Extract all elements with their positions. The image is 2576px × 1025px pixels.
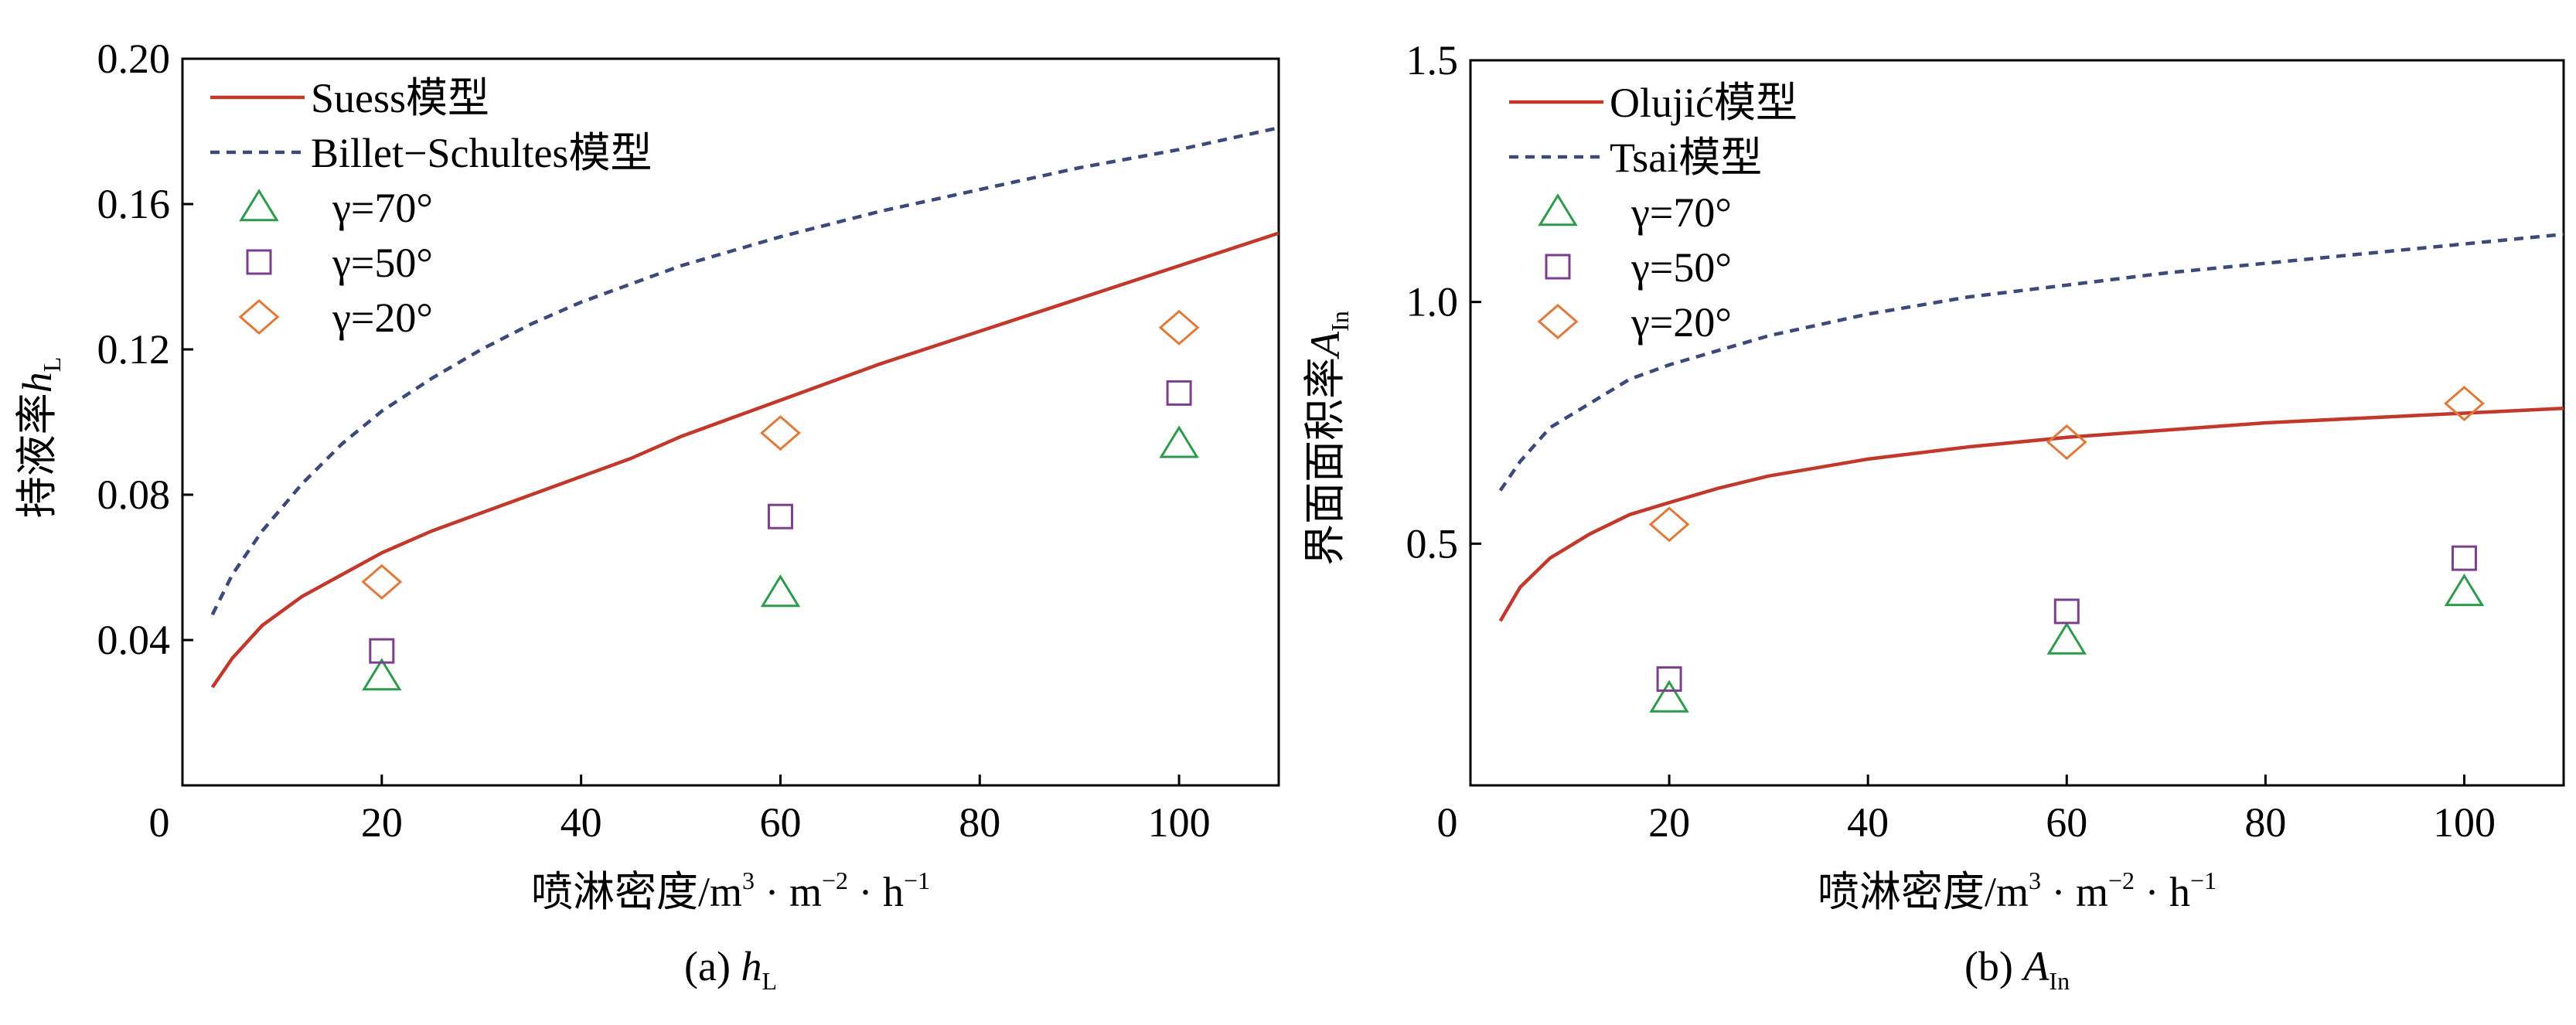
x-axis-label: 喷淋密度/m3 · m−2 · h−1 — [1818, 867, 2217, 915]
legend-marker-diamond — [1537, 304, 1579, 339]
legend-label: Suess模型 — [311, 75, 489, 121]
plot-frame — [181, 57, 1280, 787]
legend-label: γ=20° — [1630, 299, 1732, 346]
series-line-1 — [1498, 232, 2564, 492]
y-tick-label: 0.12 — [97, 326, 171, 373]
data-point-diamond — [760, 415, 801, 451]
y-tick-label: 1.5 — [1406, 37, 1459, 83]
data-point-triangle — [2046, 621, 2087, 655]
panel-caption: (a) hL — [684, 943, 777, 995]
data-point-diamond — [1158, 309, 1200, 346]
data-point-square — [1656, 666, 1682, 692]
x-tick-label: 20 — [361, 799, 403, 846]
panel-caption: (b) AIn — [1964, 943, 2070, 995]
data-point-triangle — [1159, 425, 1199, 458]
data-point-square — [369, 638, 395, 664]
series-line-1 — [210, 126, 1279, 616]
plot-frame — [1469, 59, 2565, 787]
x-tick-label: 60 — [2046, 799, 2087, 846]
data-point-triangle — [2444, 573, 2485, 607]
panel-a: 0 20 40 60 80 100 0.04 0.08 0.12 0.16 0.20 Suess模型 B… — [14, 36, 1280, 995]
data-point-triangle — [760, 574, 801, 608]
panel-b: 0 20 40 60 80 100 0.5 1.0 1.5 Olujić模型 Tsai模型 γ=70°… — [1302, 37, 2565, 995]
x-axis-label: 喷淋密度/m3 · m−2 · h−1 — [531, 867, 930, 915]
y-axis-label: 持液率hL — [14, 357, 66, 519]
x-tick-label: 0 — [149, 799, 170, 846]
legend-label: γ=50° — [1630, 244, 1732, 291]
y-tick-label: 0.16 — [97, 181, 171, 227]
legend-marker-diamond — [238, 299, 280, 335]
plot-area — [210, 126, 1279, 691]
legend-label: Tsai模型 — [1610, 135, 1762, 181]
data-point-square — [2053, 598, 2080, 625]
y-tick-label: 0.5 — [1406, 520, 1459, 567]
legend-label: Olujić模型 — [1610, 80, 1797, 126]
data-point-diamond — [1648, 506, 1690, 543]
legend-marker-square — [246, 249, 272, 275]
data-point-triangle — [1649, 679, 1689, 713]
data-point-triangle — [362, 658, 402, 691]
legend-label: γ=20° — [332, 295, 433, 341]
legend-label: γ=70° — [332, 185, 433, 231]
legend-label: γ=50° — [332, 240, 433, 286]
data-point-diamond — [361, 564, 403, 600]
data-point-square — [767, 503, 793, 530]
y-tick-label: 0.08 — [97, 472, 171, 518]
x-tick-label: 40 — [561, 799, 602, 846]
series-line-0 — [1498, 406, 2564, 622]
series-line-0 — [210, 231, 1279, 689]
x-tick-label: 80 — [2244, 799, 2286, 846]
x-tick-label: 100 — [1148, 799, 1211, 846]
x-tick-label: 40 — [1847, 799, 1889, 846]
data-point-diamond — [2444, 385, 2485, 421]
plot-area — [1498, 232, 2564, 713]
legend-marker-triangle — [239, 189, 279, 222]
y-tick-label: 1.0 — [1406, 279, 1459, 325]
y-tick-label: 0.04 — [97, 617, 171, 663]
legend-marker-square — [1545, 254, 1571, 280]
x-tick-label: 0 — [1437, 799, 1458, 846]
y-axis-label: 界面面积率AIn — [1302, 311, 1354, 566]
legend-label: Billet−Schultes模型 — [311, 130, 652, 176]
data-point-square — [2451, 545, 2477, 571]
data-point-diamond — [2046, 424, 2087, 461]
x-tick-label: 80 — [959, 799, 1000, 846]
x-tick-label: 20 — [1648, 799, 1690, 846]
data-point-square — [1166, 380, 1192, 406]
legend-marker-triangle — [1538, 193, 1578, 226]
x-tick-label: 100 — [2433, 799, 2496, 846]
x-tick-label: 60 — [759, 799, 801, 846]
legend-label: γ=70° — [1630, 189, 1732, 236]
y-tick-label: 0.20 — [97, 36, 171, 82]
